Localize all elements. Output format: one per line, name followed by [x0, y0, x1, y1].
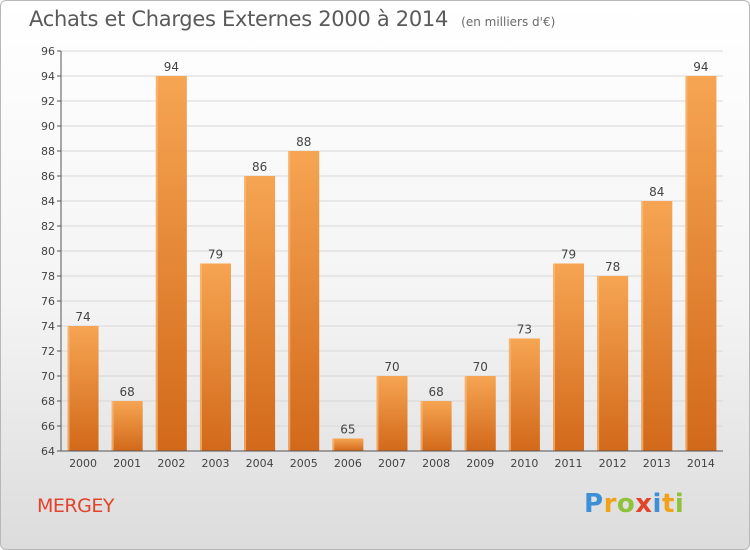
- data-label-2003: 79: [208, 248, 223, 262]
- x-tick-label: 2012: [599, 457, 627, 470]
- bar-2008: [420, 401, 452, 451]
- data-label-2006: 65: [340, 423, 355, 437]
- bar-highlight: [376, 376, 379, 451]
- y-tick-label: 96: [41, 45, 55, 58]
- axes: 64 66 68 70 72 74 76 78 80 82 84 86 88 90 92 94 96 2000 20…: [41, 45, 723, 470]
- data-label-2010: 73: [517, 323, 532, 337]
- y-tick-label: 74: [41, 320, 55, 333]
- bar-highlight: [420, 401, 423, 451]
- data-label-2002: 94: [164, 60, 179, 74]
- title-block: Achats et Charges Externes 2000 à 2014 (…: [29, 7, 555, 31]
- bar-highlight: [67, 326, 70, 451]
- bar-2003: [199, 263, 231, 451]
- y-tick-label: 64: [41, 445, 55, 458]
- data-label-2013: 84: [649, 185, 664, 199]
- bar-highlight: [244, 176, 247, 451]
- y-tick-label: 90: [41, 120, 55, 133]
- bar-highlight: [332, 438, 335, 451]
- y-tick-label: 94: [41, 70, 55, 83]
- x-tick-label: 2013: [643, 457, 671, 470]
- logo-letter: o: [616, 489, 636, 519]
- bar-highlight: [199, 263, 202, 451]
- bar-highlight: [288, 151, 291, 451]
- data-label-2011: 79: [561, 248, 576, 262]
- logo-letter: x: [635, 489, 653, 519]
- bar-2012: [597, 276, 629, 451]
- chart-title: Achats et Charges Externes 2000 à 2014: [29, 7, 449, 31]
- bar-2011: [553, 263, 585, 451]
- y-tick-label: 68: [41, 395, 55, 408]
- y-tick-label: 86: [41, 170, 55, 183]
- bar-2002: [155, 76, 187, 451]
- x-tick-label: 2014: [687, 457, 715, 470]
- data-label-2005: 88: [296, 135, 311, 149]
- bar-highlight: [641, 201, 644, 451]
- bar-highlight: [155, 76, 158, 451]
- x-tick-label: 2009: [466, 457, 494, 470]
- y-tick-label: 84: [41, 195, 55, 208]
- x-tick-label: 2008: [422, 457, 450, 470]
- bars: 74 68 94 79 86 88 65 70 68 70 73 79 78 84 94: [67, 60, 717, 451]
- data-label-2009: 70: [473, 360, 488, 374]
- logo-letter: i: [674, 489, 685, 519]
- data-label-2007: 70: [384, 360, 399, 374]
- bar-highlight: [553, 263, 556, 451]
- x-tick-label: 2007: [378, 457, 406, 470]
- x-tick-label: 2000: [69, 457, 97, 470]
- bar-highlight: [685, 76, 688, 451]
- y-tick-label: 70: [41, 370, 55, 383]
- logo-letter: t: [661, 489, 675, 519]
- bar-2001: [111, 401, 143, 451]
- x-tick-label: 2011: [555, 457, 583, 470]
- logo-letter: r: [603, 489, 617, 519]
- chart-subtitle: (en milliers d'€): [461, 15, 556, 29]
- bar-2007: [376, 376, 408, 451]
- bar-2006: [332, 438, 364, 451]
- y-tick-label: 92: [41, 95, 55, 108]
- bar-highlight: [597, 276, 600, 451]
- x-tick-label: 2005: [290, 457, 318, 470]
- x-tick-label: 2001: [113, 457, 141, 470]
- logo-letter: P: [584, 489, 604, 519]
- data-label-2000: 74: [75, 310, 90, 324]
- y-tick-label: 76: [41, 295, 55, 308]
- x-tick-label: 2003: [201, 457, 229, 470]
- data-label-2012: 78: [605, 260, 620, 274]
- y-tick-label: 80: [41, 245, 55, 258]
- bar-2000: [67, 326, 99, 451]
- commune-name: MERGEY: [37, 495, 114, 517]
- x-tick-label: 2010: [510, 457, 538, 470]
- bar-2010: [508, 338, 540, 451]
- logo-letter: i: [652, 489, 662, 519]
- y-tick-label: 78: [41, 270, 55, 283]
- bar-highlight: [111, 401, 114, 451]
- data-label-2001: 68: [120, 385, 135, 399]
- y-tick-label: 88: [41, 145, 55, 158]
- proxiti-logo: Proxiti: [584, 489, 684, 519]
- x-tick-label: 2006: [334, 457, 362, 470]
- y-tick-label: 82: [41, 220, 55, 233]
- data-label-2004: 86: [252, 160, 267, 174]
- y-tick-label: 72: [41, 345, 55, 358]
- bar-2013: [641, 201, 673, 451]
- bar-highlight: [464, 376, 467, 451]
- bar-2004: [244, 176, 276, 451]
- bar-2005: [288, 151, 320, 451]
- bar-2014: [685, 76, 717, 451]
- x-tick-label: 2002: [157, 457, 185, 470]
- y-tick-label: 66: [41, 420, 55, 433]
- x-tick-label: 2004: [246, 457, 274, 470]
- data-label-2008: 68: [428, 385, 443, 399]
- bar-2009: [464, 376, 496, 451]
- bar-highlight: [508, 338, 511, 451]
- data-label-2014: 94: [693, 60, 708, 74]
